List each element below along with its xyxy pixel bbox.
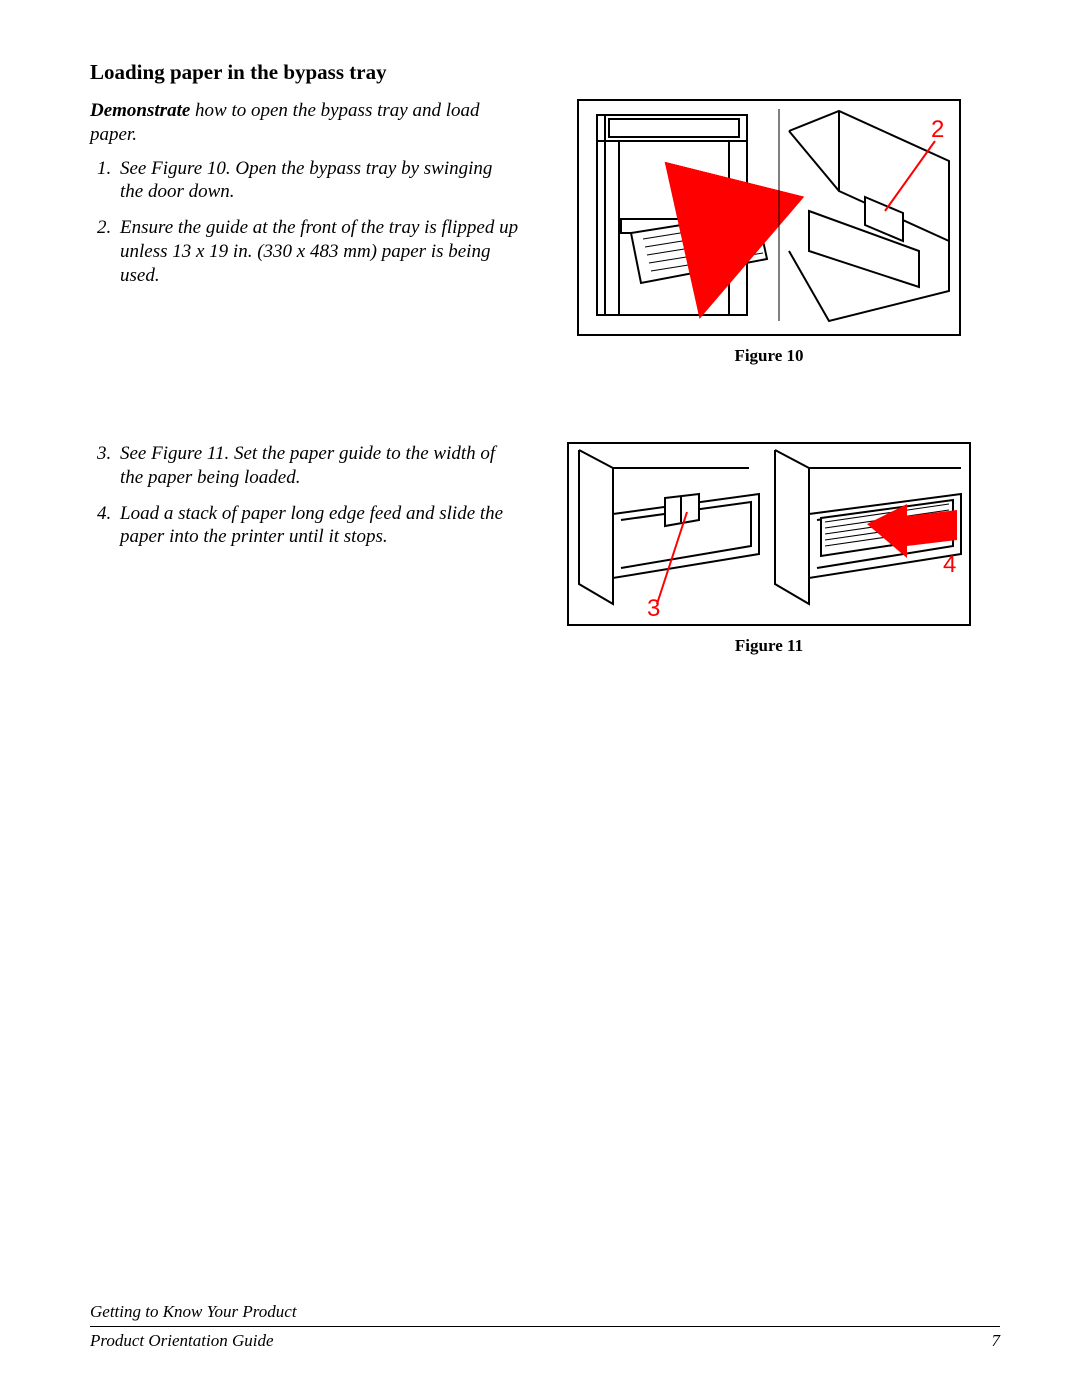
steps-list-b: See Figure 11. Set the paper guide to th… [90,442,520,549]
footer-page-number: 7 [992,1331,1001,1351]
footer-section: Getting to Know Your Product [90,1302,1000,1322]
figure-10-box: 1 [577,99,961,336]
text-column-1: Demonstrate how to open the bypass tray … [90,99,520,299]
footer-rule [90,1326,1000,1327]
intro-paragraph: Demonstrate how to open the bypass tray … [90,99,520,147]
figure-11-box: 3 [567,442,971,626]
step-4: Load a stack of paper long edge feed and… [116,502,520,550]
steps-list-a: See Figure 10. Open the bypass tray by s… [90,157,520,288]
figure-10-svg: 1 [579,101,959,329]
figure-11-caption: Figure 11 [538,636,1000,656]
spacer [90,366,1000,442]
step-1: See Figure 10. Open the bypass tray by s… [116,157,520,205]
figure-10-caption: Figure 10 [538,346,1000,366]
step-3: See Figure 11. Set the paper guide to th… [116,442,520,490]
figure-11-svg: 3 [569,444,969,619]
figure-10-column: 1 [538,99,1000,366]
footer-doc-title: Product Orientation Guide [90,1331,274,1351]
intro-bold: Demonstrate [90,100,190,121]
figure-10-callout-2: 2 [931,116,944,143]
document-page: Loading paper in the bypass tray Demonst… [0,0,1080,1397]
block-1: Demonstrate how to open the bypass tray … [90,99,1000,366]
section-heading: Loading paper in the bypass tray [90,60,1000,85]
figure-10-callout-1: 1 [677,176,690,203]
figure-11-callout-3: 3 [647,595,660,619]
step-2: Ensure the guide at the front of the tra… [116,216,520,287]
text-column-2: See Figure 11. Set the paper guide to th… [90,442,520,561]
block-2: See Figure 11. Set the paper guide to th… [90,442,1000,656]
figure-11-column: 3 [538,442,1000,656]
figure-11-callout-4: 4 [943,551,956,578]
page-footer: Getting to Know Your Product Product Ori… [90,1302,1000,1351]
